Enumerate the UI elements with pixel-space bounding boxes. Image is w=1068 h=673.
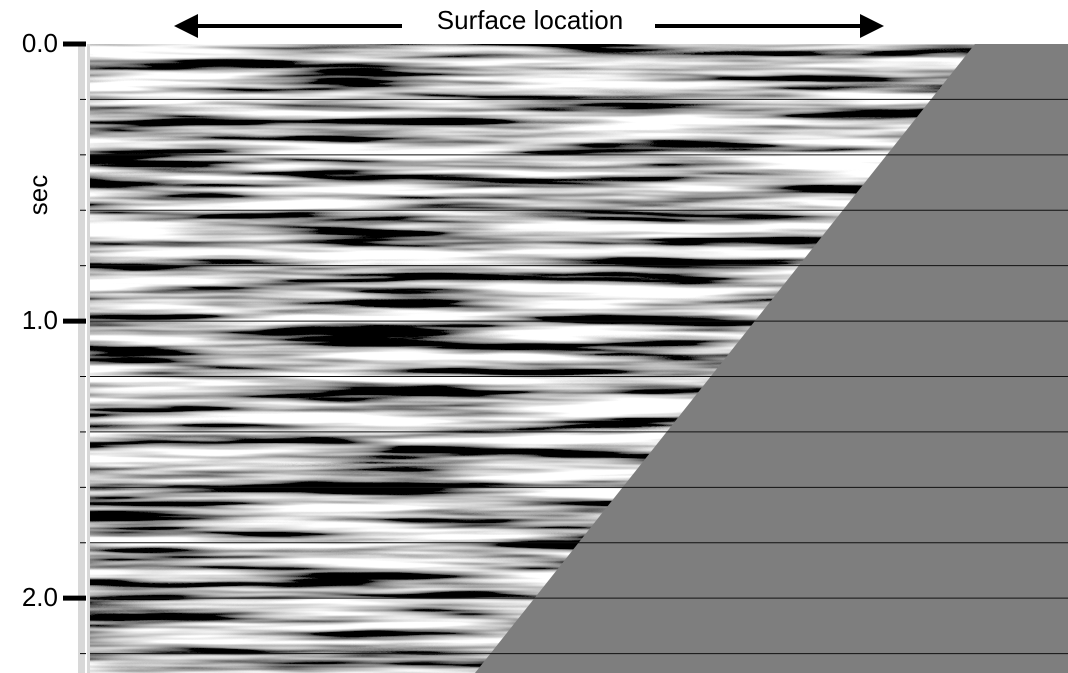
- y-axis-label: sec: [23, 175, 53, 215]
- right-arrow: [655, 14, 884, 38]
- y-tick-label: 1.0: [22, 305, 58, 335]
- axis-strip: [78, 44, 90, 673]
- chart-title: Surface location: [437, 5, 623, 35]
- y-tick-label: 2.0: [22, 582, 58, 612]
- no-data-wedge: [475, 44, 1068, 673]
- y-tick-label: 0.0: [22, 28, 58, 58]
- left-arrow: [174, 14, 402, 38]
